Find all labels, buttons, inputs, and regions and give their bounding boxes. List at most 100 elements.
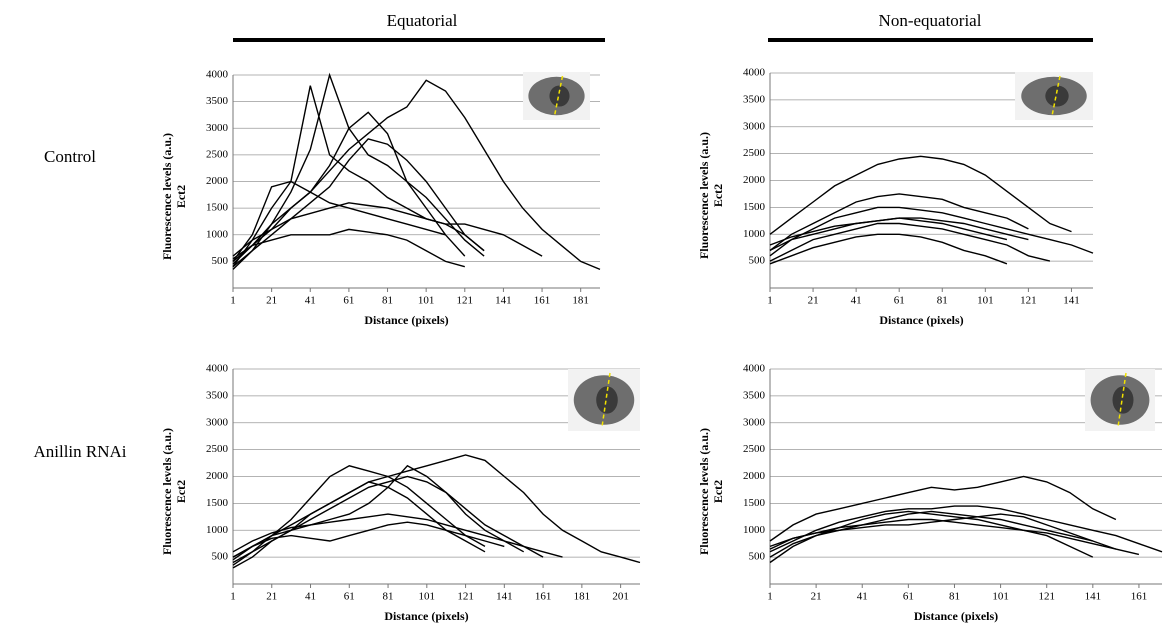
x-tick-label: 121 bbox=[1020, 295, 1037, 307]
series-line bbox=[769, 206, 1094, 257]
series-line bbox=[769, 233, 1008, 265]
series-line bbox=[232, 228, 465, 268]
x-tick-label: 41 bbox=[305, 295, 316, 307]
series-line bbox=[769, 510, 1094, 564]
y-tick-label: 1500 bbox=[206, 202, 229, 214]
x-axis-label: Distance (pixels) bbox=[364, 313, 448, 327]
column-title: Equatorial bbox=[387, 11, 458, 30]
y-axis-label: Fluorescence levels (a.u.) bbox=[697, 428, 711, 555]
y-axis-label: Ect2 bbox=[174, 185, 188, 208]
x-tick-label: 21 bbox=[811, 591, 822, 603]
x-tick-label: 41 bbox=[851, 295, 862, 307]
x-tick-label: 21 bbox=[266, 591, 277, 603]
x-tick-label: 161 bbox=[535, 591, 552, 603]
x-tick-label: 141 bbox=[495, 295, 512, 307]
y-tick-label: 1500 bbox=[206, 497, 229, 509]
x-tick-label: 1 bbox=[767, 295, 773, 307]
inset-scan-line bbox=[601, 372, 611, 428]
series-line bbox=[232, 180, 446, 262]
series-line bbox=[232, 111, 466, 265]
x-axis-label: Distance (pixels) bbox=[384, 609, 468, 623]
x-tick-label: 1 bbox=[230, 295, 236, 307]
x-tick-label: 61 bbox=[894, 295, 905, 307]
y-tick-label: 4000 bbox=[206, 69, 229, 81]
column-title: Non-equatorial bbox=[879, 11, 982, 30]
y-tick-label: 2500 bbox=[743, 147, 766, 159]
row-label: Control bbox=[44, 147, 96, 166]
y-tick-label: 1000 bbox=[206, 524, 229, 536]
y-tick-label: 2500 bbox=[206, 148, 229, 160]
y-tick-label: 500 bbox=[749, 551, 766, 563]
y-axis-label: Ect2 bbox=[174, 480, 188, 503]
series-line bbox=[769, 513, 1140, 556]
inset-cell-core bbox=[549, 85, 570, 107]
x-tick-label: 61 bbox=[343, 295, 354, 307]
x-tick-label: 81 bbox=[949, 591, 960, 603]
x-tick-label: 121 bbox=[1038, 591, 1055, 603]
series-line bbox=[769, 505, 1163, 553]
series-line bbox=[232, 481, 486, 569]
series-line bbox=[232, 465, 486, 564]
x-tick-label: 101 bbox=[992, 591, 1009, 603]
y-tick-label: 3000 bbox=[743, 416, 766, 428]
x-tick-label: 101 bbox=[418, 295, 435, 307]
y-tick-label: 3000 bbox=[206, 416, 229, 428]
x-tick-label: 181 bbox=[572, 295, 589, 307]
y-tick-label: 3500 bbox=[206, 95, 229, 107]
x-tick-label: 21 bbox=[808, 295, 819, 307]
row-label: Anillin RNAi bbox=[33, 442, 126, 461]
x-tick-label: 181 bbox=[574, 591, 591, 603]
y-tick-label: 500 bbox=[212, 255, 229, 267]
y-tick-label: 3000 bbox=[743, 120, 766, 132]
x-axis-label: Distance (pixels) bbox=[914, 609, 998, 623]
inset-cell-core bbox=[596, 386, 618, 414]
y-tick-label: 2500 bbox=[743, 443, 766, 455]
y-tick-label: 4000 bbox=[743, 363, 766, 375]
y-tick-label: 1000 bbox=[206, 228, 229, 240]
x-tick-label: 61 bbox=[903, 591, 914, 603]
x-tick-label: 81 bbox=[937, 295, 948, 307]
series-line bbox=[769, 217, 1029, 246]
series-line bbox=[769, 193, 1029, 251]
series-line bbox=[232, 475, 544, 566]
x-tick-label: 21 bbox=[266, 295, 277, 307]
y-axis-label: Ect2 bbox=[711, 480, 725, 503]
x-tick-label: 41 bbox=[857, 591, 868, 603]
y-tick-label: 2500 bbox=[206, 443, 229, 455]
y-tick-label: 3500 bbox=[206, 389, 229, 401]
x-tick-label: 141 bbox=[1063, 295, 1080, 307]
y-tick-label: 2000 bbox=[206, 175, 229, 187]
inset-scan-line bbox=[1117, 372, 1127, 428]
y-tick-label: 1500 bbox=[743, 201, 766, 213]
y-tick-label: 500 bbox=[212, 551, 229, 563]
y-tick-label: 3000 bbox=[206, 122, 229, 134]
series-line bbox=[769, 222, 1051, 262]
x-tick-label: 1 bbox=[230, 591, 236, 603]
y-tick-label: 1500 bbox=[743, 497, 766, 509]
x-tick-label: 61 bbox=[344, 591, 355, 603]
y-axis-label: Fluorescence levels (a.u.) bbox=[160, 133, 174, 260]
y-tick-label: 2000 bbox=[743, 470, 766, 482]
y-axis-label: Fluorescence levels (a.u.) bbox=[697, 132, 711, 259]
y-tick-label: 1000 bbox=[743, 228, 766, 240]
y-tick-label: 4000 bbox=[206, 363, 229, 375]
series-line bbox=[769, 475, 1117, 542]
x-tick-label: 1 bbox=[767, 591, 773, 603]
x-axis-label: Distance (pixels) bbox=[879, 313, 963, 327]
series-line bbox=[769, 155, 1072, 235]
y-axis-label: Ect2 bbox=[711, 184, 725, 207]
series-line bbox=[232, 202, 543, 257]
y-tick-label: 1000 bbox=[743, 524, 766, 536]
series-line bbox=[232, 454, 641, 564]
y-tick-label: 3500 bbox=[743, 93, 766, 105]
x-tick-label: 101 bbox=[977, 295, 994, 307]
x-tick-label: 121 bbox=[457, 591, 474, 603]
x-tick-label: 81 bbox=[382, 295, 393, 307]
y-tick-label: 2000 bbox=[743, 174, 766, 186]
series-line bbox=[232, 513, 563, 558]
series-line bbox=[232, 464, 525, 561]
inset-cell-core bbox=[1112, 386, 1134, 414]
x-tick-label: 121 bbox=[457, 295, 474, 307]
y-tick-label: 2000 bbox=[206, 470, 229, 482]
